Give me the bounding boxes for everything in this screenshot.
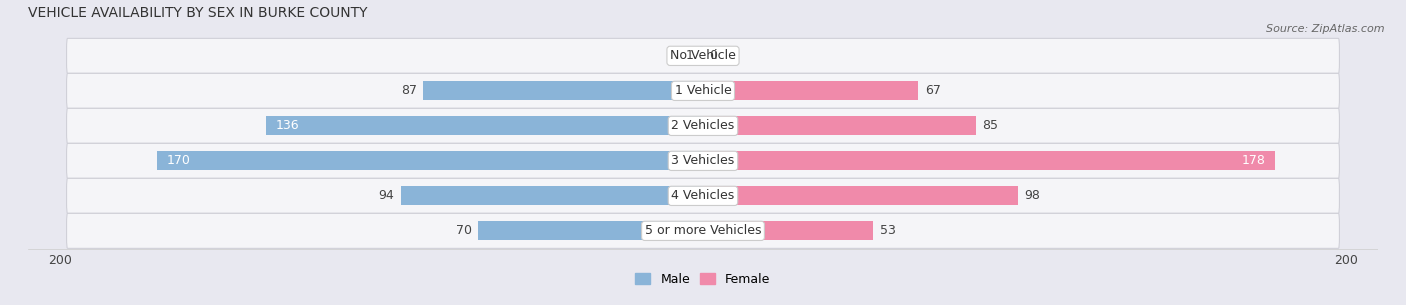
FancyBboxPatch shape bbox=[66, 214, 1340, 248]
Text: 67: 67 bbox=[925, 84, 941, 97]
Bar bbox=[703, 81, 918, 100]
Text: VEHICLE AVAILABILITY BY SEX IN BURKE COUNTY: VEHICLE AVAILABILITY BY SEX IN BURKE COU… bbox=[28, 5, 367, 20]
Text: 4 Vehicles: 4 Vehicles bbox=[672, 189, 734, 202]
Text: 3 Vehicles: 3 Vehicles bbox=[672, 154, 734, 167]
FancyBboxPatch shape bbox=[66, 108, 1340, 143]
Text: 87: 87 bbox=[401, 84, 418, 97]
FancyBboxPatch shape bbox=[66, 178, 1340, 213]
Text: 0: 0 bbox=[710, 49, 717, 62]
Bar bbox=[266, 116, 703, 135]
Text: 178: 178 bbox=[1241, 154, 1265, 167]
Bar bbox=[478, 221, 703, 240]
Bar bbox=[156, 151, 703, 170]
Bar bbox=[423, 81, 703, 100]
FancyBboxPatch shape bbox=[66, 143, 1340, 178]
Bar bbox=[703, 221, 873, 240]
Bar bbox=[703, 116, 976, 135]
Text: 70: 70 bbox=[456, 224, 471, 237]
Bar bbox=[703, 151, 1275, 170]
Text: 98: 98 bbox=[1025, 189, 1040, 202]
Text: 170: 170 bbox=[166, 154, 190, 167]
Text: Source: ZipAtlas.com: Source: ZipAtlas.com bbox=[1267, 24, 1385, 34]
Bar bbox=[401, 186, 703, 206]
Text: 136: 136 bbox=[276, 119, 299, 132]
Legend: Male, Female: Male, Female bbox=[630, 268, 776, 291]
Text: 53: 53 bbox=[880, 224, 896, 237]
Text: 1: 1 bbox=[686, 49, 693, 62]
FancyBboxPatch shape bbox=[66, 73, 1340, 108]
FancyBboxPatch shape bbox=[66, 38, 1340, 73]
Text: 1 Vehicle: 1 Vehicle bbox=[675, 84, 731, 97]
Bar bbox=[700, 46, 703, 66]
Text: 5 or more Vehicles: 5 or more Vehicles bbox=[645, 224, 761, 237]
Bar bbox=[703, 186, 1018, 206]
Text: 2 Vehicles: 2 Vehicles bbox=[672, 119, 734, 132]
Text: 85: 85 bbox=[983, 119, 998, 132]
Text: 94: 94 bbox=[378, 189, 395, 202]
Text: No Vehicle: No Vehicle bbox=[671, 49, 735, 62]
